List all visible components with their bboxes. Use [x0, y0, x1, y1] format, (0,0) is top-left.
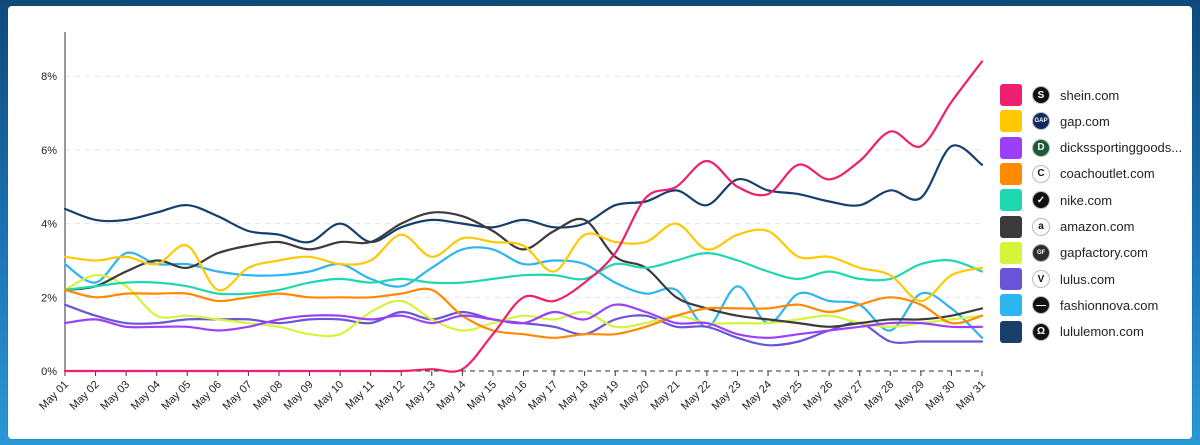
x-tick-label: May 17 [526, 379, 560, 413]
legend-item-fashionnova[interactable]: — fashionnova.com [1000, 292, 1158, 318]
y-tick-label: 4% [41, 219, 57, 231]
legend-swatch [1000, 241, 1022, 264]
x-tick-label: May 02 [68, 379, 102, 413]
x-tick-label: May 20 [618, 379, 652, 413]
legend-label: coachoutlet.com [1060, 166, 1155, 182]
legend-label: lululemon.com [1060, 324, 1144, 340]
series-line-amazon [63, 211, 984, 328]
x-tick-label: May 30 [924, 379, 958, 413]
x-tick-label: May 21 [648, 379, 682, 413]
series-line-nike [63, 252, 984, 296]
x-tick-label: May 10 [312, 379, 346, 413]
legend-swatch [1000, 215, 1022, 238]
shein-logo-icon: S [1032, 86, 1050, 104]
legend-label: dickssportinggoods... [1060, 140, 1183, 156]
legend-swatch [1000, 110, 1022, 133]
fashionnova-logo-icon: — [1032, 296, 1050, 315]
y-tick-label: 2% [41, 292, 57, 304]
x-tick-label: May 07 [221, 379, 255, 413]
legend-swatch [1000, 320, 1022, 343]
legend-label: nike.com [1060, 192, 1113, 208]
legend-label: amazon.com [1060, 219, 1135, 234]
series-line-lululemon [63, 144, 984, 244]
amazon-logo-icon: a [1032, 217, 1050, 236]
x-tick-label: May 26 [801, 379, 835, 413]
gap-logo-icon: GAP [1032, 112, 1050, 131]
x-tick-label: May 15 [465, 379, 499, 413]
legend-item-gapfactory[interactable]: GF gapfactory.com [1000, 240, 1148, 266]
y-tick-label: 0% [41, 366, 57, 378]
series-line-coachoutlet [63, 287, 984, 339]
x-tick-label: May 12 [373, 379, 407, 413]
legend-swatch [1000, 162, 1022, 185]
series-line-fashionnova [63, 246, 984, 339]
legend-label: fashionnova.com [1060, 297, 1159, 313]
x-tick-label: May 18 [557, 379, 591, 413]
y-tick-label: 6% [41, 145, 57, 157]
x-tick-label: May 05 [159, 379, 193, 413]
x-tick-label: May 31 [954, 379, 988, 413]
x-tick-label: May 01 [37, 379, 71, 413]
gapfactory-logo-icon: GF [1032, 243, 1050, 262]
lululemon-logo-icon: Ω [1032, 322, 1050, 341]
x-tick-label: May 16 [496, 379, 530, 413]
legend-item-amazon[interactable]: a amazon.com [1000, 214, 1134, 240]
x-tick-label: May 03 [98, 379, 132, 413]
series-line-gapfactory [63, 274, 984, 338]
x-tick-label: May 06 [190, 379, 224, 413]
series-line-gap [63, 222, 984, 303]
legend-label: gapfactory.com [1060, 245, 1148, 261]
legend-swatch [1000, 136, 1022, 159]
lulus-logo-icon: V [1032, 270, 1050, 289]
legend-label: shein.com [1060, 87, 1120, 103]
legend-swatch [1000, 294, 1022, 317]
x-tick-label: May 19 [587, 379, 621, 413]
x-tick-label: May 13 [404, 379, 438, 413]
x-tick-label: May 11 [343, 379, 376, 412]
x-tick-label: May 25 [771, 379, 805, 413]
legend-swatch [1000, 268, 1022, 291]
chart-card: 0% 2% 4% 6% 8% May 01 May 02 May 03 May 04 May 05… [8, 6, 1192, 439]
x-tick-label: May 08 [251, 379, 285, 413]
y-tick-label: 8% [41, 71, 57, 83]
x-tick-label: May 28 [862, 379, 896, 413]
x-tick-label: May 09 [282, 379, 316, 413]
series-line-shein [63, 60, 984, 373]
legend-item-gap[interactable]: GAP gap.com [1000, 108, 1110, 134]
dickssportinggoods-logo-icon: D [1032, 138, 1050, 157]
coachoutlet-logo-icon: C [1032, 164, 1050, 183]
legend-swatch [1000, 189, 1022, 212]
legend-label: lulus.com [1060, 271, 1115, 287]
x-tick-label: May 22 [679, 379, 713, 413]
x-tick-label: May 04 [129, 379, 163, 413]
x-tick-label: May 29 [893, 379, 927, 413]
x-tick-label: May 24 [740, 379, 774, 413]
legend-item-nike[interactable]: ✓ nike.com [1000, 187, 1112, 213]
legend-label: gap.com [1060, 113, 1110, 129]
series-line-dickssportinggoods [63, 303, 984, 339]
x-tick-label: May 23 [710, 379, 744, 413]
nike-logo-icon: ✓ [1032, 191, 1050, 210]
x-tick-label: May 27 [832, 379, 866, 413]
x-tick-label: May 14 [434, 379, 468, 413]
legend-swatch [1000, 84, 1022, 106]
